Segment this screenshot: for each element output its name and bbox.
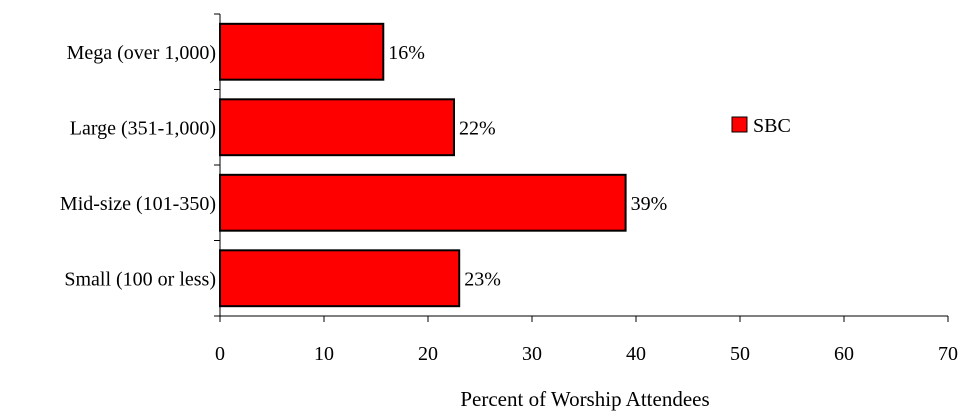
x-tick-label: 20 [418,343,438,365]
x-tick-label: 50 [730,343,750,365]
legend-label-sbc: SBC [753,115,791,137]
data-label: 22% [459,117,496,139]
category-label: Mega (over 1,000) [67,42,216,64]
data-label: 23% [464,268,501,290]
x-tick-label: 10 [314,343,334,365]
x-tick-label: 70 [938,343,958,365]
bar [219,249,461,308]
category-label: Large (351-1,000) [70,117,216,139]
x-tick-label: 0 [215,343,225,365]
legend: SBC [731,115,791,137]
x-tick-label: 40 [626,343,646,365]
legend-swatch-sbc [731,116,748,133]
bar [219,98,455,157]
bar [219,173,627,232]
data-label: 39% [631,193,668,215]
x-tick-label: 60 [834,343,854,365]
category-label: Small (100 or less) [64,268,216,290]
x-tick-label: 30 [522,343,542,365]
bar [219,22,385,81]
data-label: 16% [388,42,425,64]
chart-bars [219,22,627,308]
x-axis-title: Percent of Worship Attendees [460,387,709,411]
category-label: Mid-size (101-350) [60,193,216,215]
chart-labels: 0 10 20 30 40 50 60 70 Mega (over 1,000) 16% Large… [60,42,958,365]
